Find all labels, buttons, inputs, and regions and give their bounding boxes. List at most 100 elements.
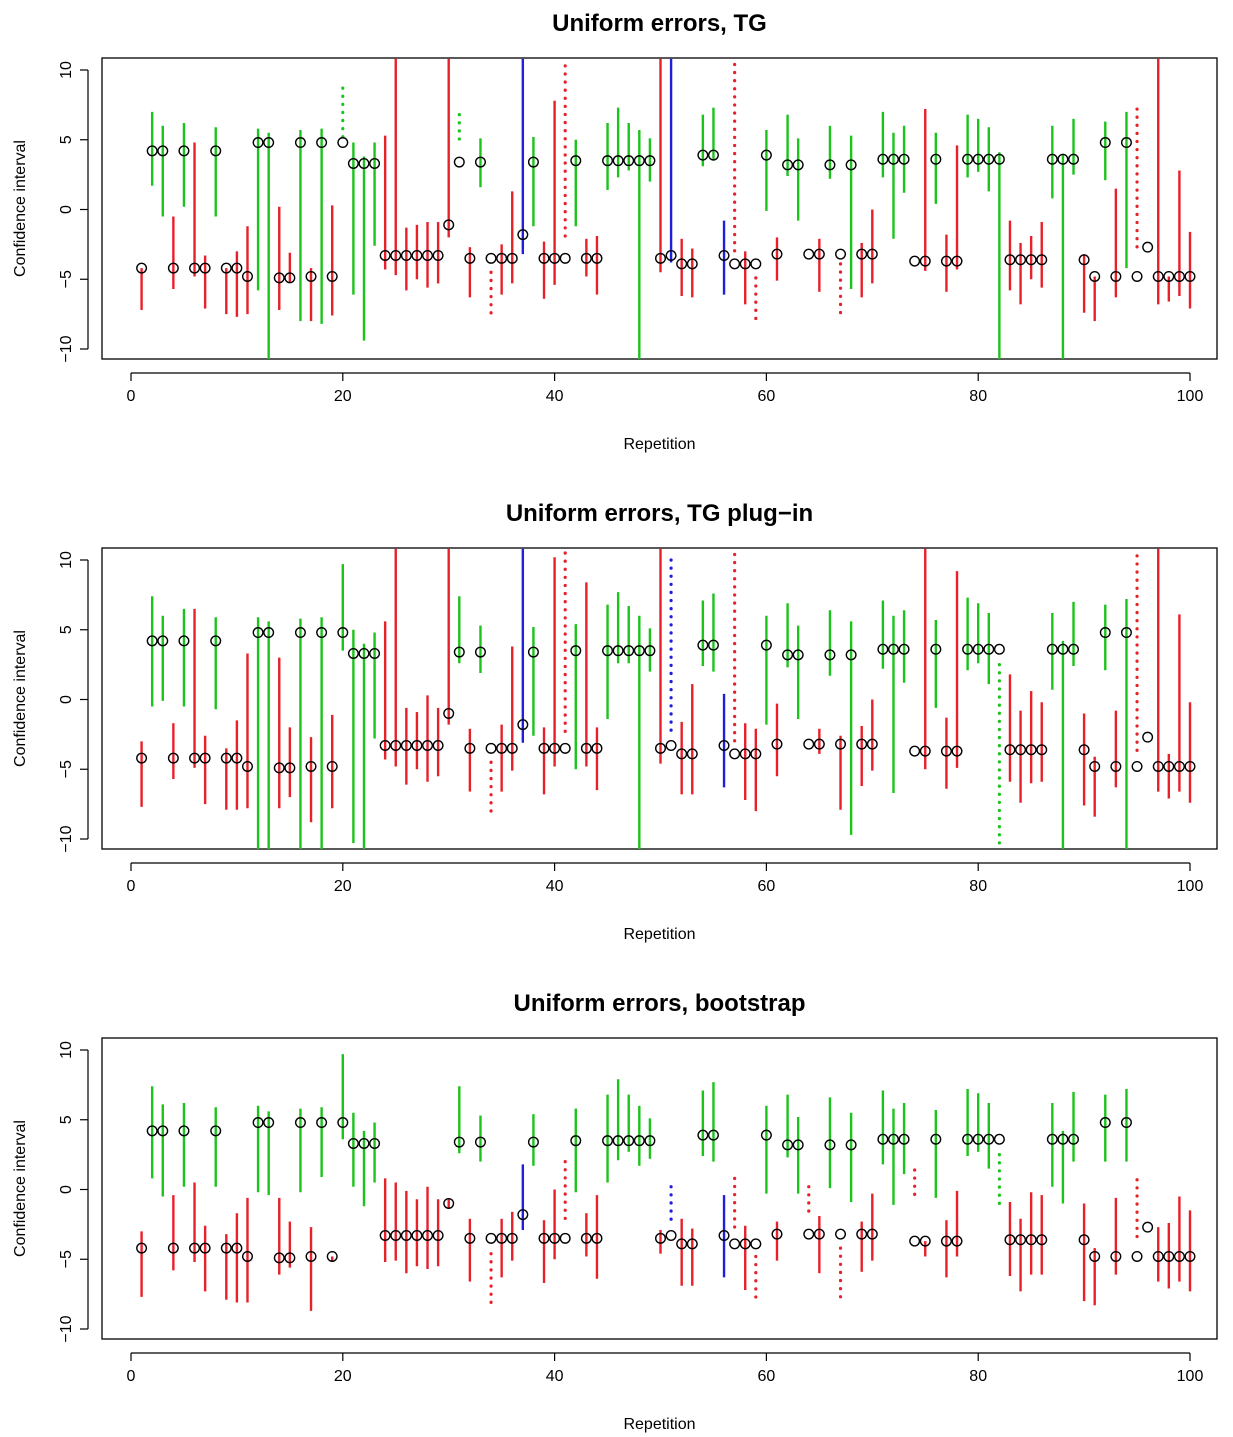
- x-tick-label: 80: [969, 388, 987, 405]
- point-estimate: [358, 647, 370, 659]
- point-estimate: [1120, 1117, 1132, 1129]
- point-estimate: [549, 252, 561, 264]
- point-estimate: [316, 137, 328, 149]
- point-estimate: [157, 635, 169, 647]
- point-estimate: [707, 639, 719, 651]
- point-estimate: [813, 1228, 825, 1240]
- point-estimate: [1142, 731, 1154, 743]
- point-estimate: [210, 1125, 222, 1137]
- point-estimate: [527, 646, 539, 658]
- point-estimate: [1078, 744, 1090, 756]
- point-estimate: [792, 649, 804, 661]
- point-estimate: [1131, 270, 1143, 282]
- point-estimate: [750, 1238, 762, 1250]
- point-estimate: [485, 1232, 497, 1244]
- x-tick-label: 80: [969, 878, 987, 895]
- y-tick-label: 5: [58, 135, 75, 144]
- point-estimate: [527, 1136, 539, 1148]
- point-estimate: [559, 252, 571, 264]
- point-estimate: [379, 1230, 391, 1242]
- point-estimate: [898, 1133, 910, 1145]
- y-tick-label: −5: [58, 1250, 75, 1268]
- point-estimate: [1068, 643, 1080, 655]
- point-estimate: [602, 645, 614, 657]
- point-estimate: [220, 262, 232, 274]
- point-estimate: [655, 252, 667, 264]
- point-estimate: [1046, 153, 1058, 165]
- point-estimate: [538, 1232, 550, 1244]
- point-estimate: [993, 643, 1005, 655]
- point-estimate: [729, 258, 741, 270]
- chart-title: Uniform errors, bootstrap: [513, 990, 805, 1017]
- point-estimate: [930, 1133, 942, 1145]
- point-estimate: [792, 1139, 804, 1151]
- point-estimate: [813, 248, 825, 260]
- y-tick-label: −5: [58, 270, 75, 288]
- point-estimate: [1004, 254, 1016, 266]
- point-estimate: [803, 738, 815, 750]
- point-estimate: [167, 1242, 179, 1254]
- point-estimate: [189, 1242, 201, 1254]
- point-estimate: [792, 159, 804, 171]
- point-estimate: [866, 1228, 878, 1240]
- point-estimate: [1025, 254, 1037, 266]
- point-estimate: [782, 649, 794, 661]
- point-estimate: [443, 1197, 455, 1209]
- point-estimate: [707, 1129, 719, 1141]
- point-estimate: [729, 748, 741, 760]
- point-estimate: [1099, 137, 1111, 149]
- point-estimate: [199, 752, 211, 764]
- y-tick-label: 0: [58, 1185, 75, 1194]
- point-estimate: [422, 740, 434, 752]
- point-estimate: [835, 248, 847, 260]
- y-tick-label: 5: [58, 625, 75, 634]
- point-estimate: [527, 156, 539, 168]
- chart-title: Uniform errors, TG plug−in: [506, 500, 813, 527]
- y-tick-label: 10: [58, 1041, 75, 1059]
- point-estimate: [506, 252, 518, 264]
- point-estimate: [1099, 1117, 1111, 1129]
- y-tick-label: −10: [58, 825, 75, 852]
- point-estimate: [633, 645, 645, 657]
- point-estimate: [591, 1232, 603, 1244]
- point-estimate: [1131, 760, 1143, 772]
- point-estimate: [210, 145, 222, 157]
- y-tick-label: 10: [58, 551, 75, 569]
- chart-panel-tg-plug-in: Uniform errors, TG plug−in Repetition Co…: [12, 500, 1218, 943]
- point-estimate: [1173, 760, 1185, 772]
- point-estimate: [835, 1228, 847, 1240]
- point-estimate: [898, 643, 910, 655]
- point-estimate: [146, 145, 158, 157]
- point-estimate: [199, 1242, 211, 1254]
- point-estimate: [686, 1238, 698, 1250]
- point-estimate: [580, 252, 592, 264]
- x-tick-label: 0: [127, 388, 136, 405]
- point-estimate: [919, 1235, 931, 1247]
- point-estimate: [1142, 241, 1154, 253]
- point-estimate: [1057, 153, 1069, 165]
- point-estimate: [1099, 627, 1111, 639]
- point-estimate: [739, 748, 751, 760]
- point-estimate: [930, 153, 942, 165]
- point-estimate: [739, 258, 751, 270]
- point-estimate: [909, 255, 921, 267]
- y-tick-label: 0: [58, 695, 75, 704]
- point-estimate: [231, 262, 243, 274]
- point-estimate: [167, 262, 179, 274]
- point-estimate: [962, 153, 974, 165]
- point-estimate: [136, 752, 148, 764]
- point-estimate: [665, 740, 677, 752]
- point-estimate: [665, 1230, 677, 1242]
- x-tick-label: 40: [546, 878, 564, 895]
- point-estimate: [612, 1135, 624, 1147]
- point-estimate: [432, 1230, 444, 1242]
- point-estimate: [178, 145, 190, 157]
- point-estimate: [464, 1232, 476, 1244]
- point-estimate: [750, 748, 762, 760]
- y-tick-label: −10: [58, 335, 75, 362]
- point-estimate: [474, 1136, 486, 1148]
- chart-panel-tg: Uniform errors, TG Repetition Confidence…: [12, 10, 1218, 453]
- y-tick-label: −10: [58, 1315, 75, 1342]
- point-estimate: [390, 1230, 402, 1242]
